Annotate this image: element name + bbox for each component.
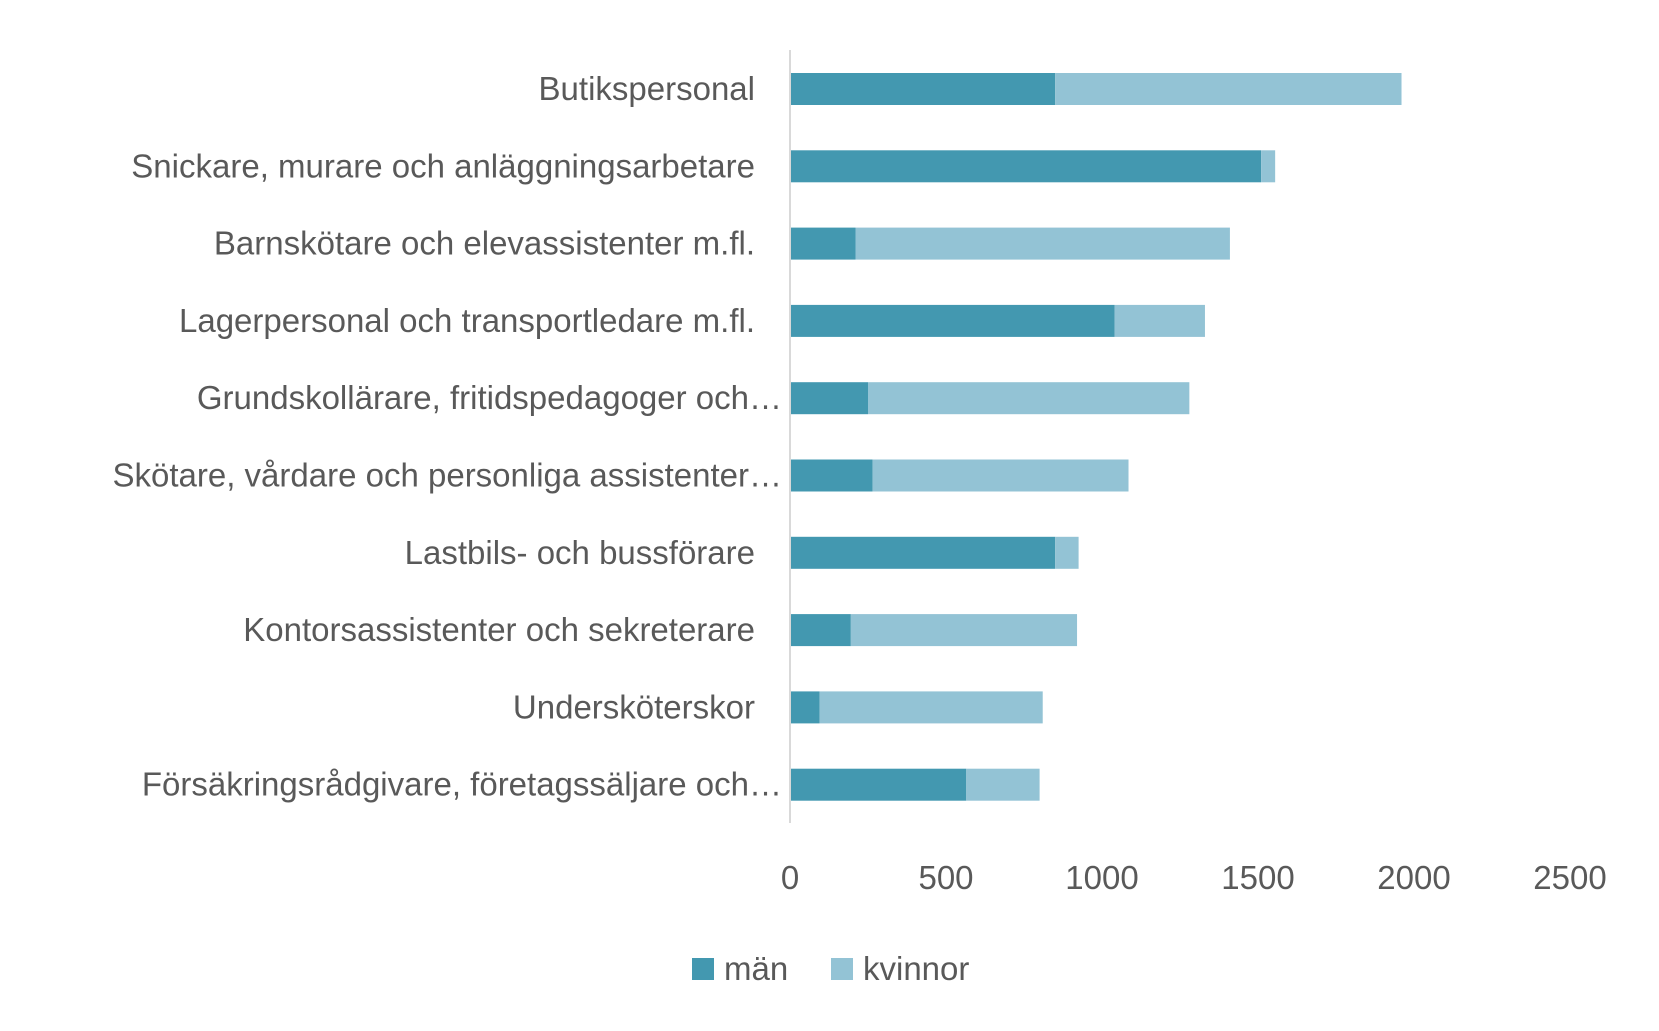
bar-kvinnor — [1055, 73, 1402, 105]
x-tick-label: 1500 — [1221, 859, 1294, 896]
bar-kvinnor — [966, 768, 1040, 801]
legend-label: kvinnor — [863, 950, 969, 987]
legend-label: män — [724, 950, 788, 987]
bars — [790, 73, 1402, 801]
legend-swatch — [831, 958, 853, 980]
x-tick-label: 2500 — [1533, 859, 1606, 896]
category-label: Kontorsassistenter och sekreterare — [243, 611, 755, 648]
category-label: Snickare, murare och anläggningsarbetare — [131, 147, 755, 184]
bar-man — [790, 73, 1056, 105]
bar-man — [790, 768, 967, 801]
bar-man — [790, 691, 820, 724]
category-label: Lagerpersonal och transportledare m.fl. — [179, 302, 755, 339]
bar-kvinnor — [819, 691, 1043, 724]
category-labels: Butikspersonal Snickare, murare och anläg… — [112, 70, 782, 803]
bar-kvinnor — [1055, 536, 1079, 569]
category-label: Barnskötare och elevassistenter m.fl. — [214, 225, 755, 262]
category-label: Skötare, vårdare och personliga assisten… — [112, 457, 782, 494]
bar-kvinnor — [850, 614, 1078, 647]
bar-man — [790, 150, 1262, 183]
bar-kvinnor — [1114, 304, 1205, 337]
category-label: Försäkringsrådgivare, företagssäljare oc… — [142, 766, 782, 803]
bar-kvinnor — [1261, 150, 1276, 183]
category-label: Grundskollärare, fritidspedagoger och… — [197, 379, 782, 416]
bar-man — [790, 536, 1056, 569]
legend-swatch — [692, 958, 714, 980]
x-tick-label: 1000 — [1065, 859, 1138, 896]
bar-kvinnor — [868, 382, 1190, 415]
bar-man — [790, 614, 851, 647]
bar-man — [790, 304, 1115, 337]
x-tick-label: 500 — [918, 859, 973, 896]
x-tick-labels: 0 500 1000 1500 2000 2500 — [781, 859, 1607, 896]
category-label: Butikspersonal — [539, 70, 755, 107]
bar-kvinnor — [855, 227, 1230, 260]
bar-man — [790, 459, 873, 492]
legend: män kvinnor — [692, 950, 969, 987]
category-label: Lastbils- och bussförare — [405, 534, 755, 571]
category-label: Undersköterskor — [513, 688, 755, 725]
bar-man — [790, 382, 868, 415]
bar-man — [790, 227, 856, 260]
x-tick-label: 2000 — [1377, 859, 1450, 896]
bar-kvinnor — [872, 459, 1129, 492]
x-tick-label: 0 — [781, 859, 799, 896]
